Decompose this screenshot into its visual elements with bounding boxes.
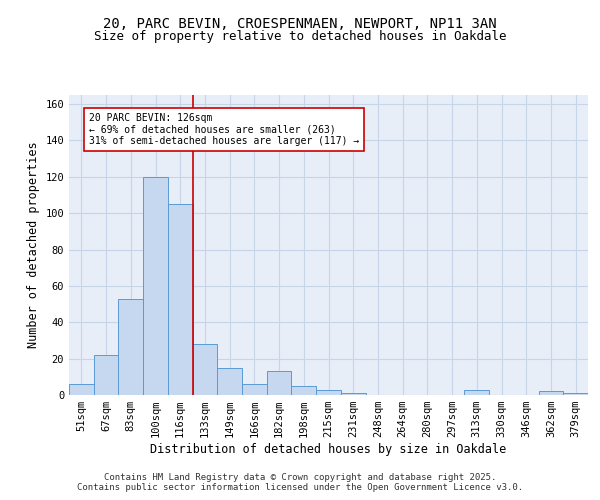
X-axis label: Distribution of detached houses by size in Oakdale: Distribution of detached houses by size … — [151, 443, 506, 456]
Bar — [316, 390, 341, 395]
Bar — [168, 204, 193, 395]
Bar — [242, 384, 267, 395]
Y-axis label: Number of detached properties: Number of detached properties — [27, 142, 40, 348]
Bar — [193, 344, 217, 395]
Bar — [563, 393, 588, 395]
Bar — [464, 390, 489, 395]
Bar — [217, 368, 242, 395]
Text: 20 PARC BEVIN: 126sqm
← 69% of detached houses are smaller (263)
31% of semi-det: 20 PARC BEVIN: 126sqm ← 69% of detached … — [89, 113, 359, 146]
Text: 20, PARC BEVIN, CROESPENMAEN, NEWPORT, NP11 3AN: 20, PARC BEVIN, CROESPENMAEN, NEWPORT, N… — [103, 18, 497, 32]
Bar — [341, 393, 365, 395]
Bar — [69, 384, 94, 395]
Bar — [267, 372, 292, 395]
Text: Contains HM Land Registry data © Crown copyright and database right 2025.
Contai: Contains HM Land Registry data © Crown c… — [77, 473, 523, 492]
Text: Size of property relative to detached houses in Oakdale: Size of property relative to detached ho… — [94, 30, 506, 43]
Bar — [292, 386, 316, 395]
Bar — [143, 177, 168, 395]
Bar — [118, 298, 143, 395]
Bar — [539, 392, 563, 395]
Bar — [94, 355, 118, 395]
